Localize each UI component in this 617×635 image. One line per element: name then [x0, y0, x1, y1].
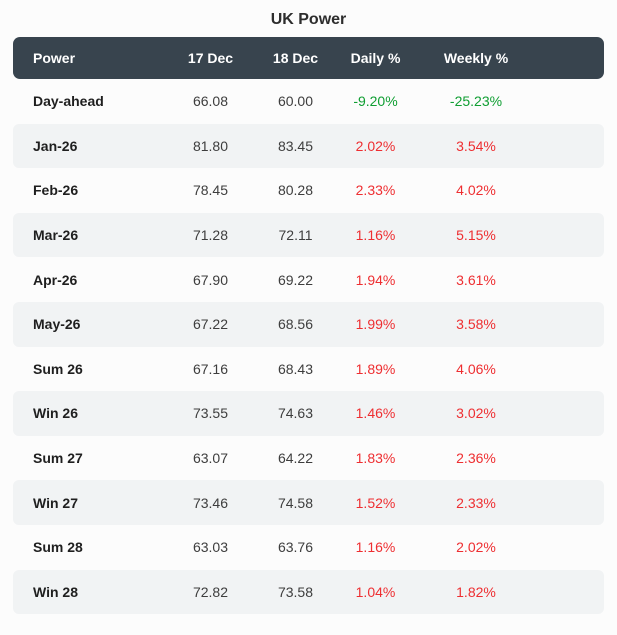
value-17dec: 81.80: [163, 123, 258, 169]
row-label: Jan-26: [13, 123, 163, 169]
daily-pct: 1.99%: [333, 301, 418, 347]
row-label: Feb-26: [33, 182, 79, 199]
weekly-pct: 2.33%: [418, 480, 604, 525]
weekly-pct: 2.36%: [456, 450, 496, 467]
weekly-pct: 1.82%: [418, 569, 604, 615]
weekly-pct: 2.02%: [456, 539, 496, 556]
value-18dec: 69.22: [277, 271, 314, 288]
weekly-pct: 4.02%: [456, 182, 496, 199]
weekly-pct: -25.23%: [449, 93, 503, 110]
daily-pct: 2.33%: [355, 182, 396, 199]
row-label: Mar-26: [13, 212, 163, 258]
value-17dec: 71.28: [163, 212, 258, 258]
table-row-day-ahead: Day-ahead 66.08 60.00 -9.20% -25.23%: [13, 79, 604, 124]
table-row-win-28: Win 28 72.82 73.58 1.04% 1.82%: [13, 569, 604, 615]
value-18dec: 68.43: [277, 360, 314, 377]
daily-pct: 2.02%: [333, 123, 418, 169]
value-17dec: 67.16: [192, 360, 229, 377]
table-row-mar-26: Mar-26 71.28 72.11 1.16% 5.15%: [13, 212, 604, 258]
value-18dec: 72.11: [258, 212, 333, 258]
value-18dec: 63.76: [277, 539, 314, 556]
value-18dec: 74.58: [258, 480, 333, 525]
value-17dec: 73.46: [163, 480, 258, 525]
value-18dec: 74.63: [258, 391, 333, 436]
page-title: UK Power: [270, 11, 347, 28]
row-label: Sum 28: [33, 539, 83, 556]
col-header-daily-pct: Daily %: [333, 37, 418, 79]
weekly-pct: 3.02%: [418, 391, 604, 436]
value-17dec: 66.08: [192, 93, 229, 110]
table-row-win-26: Win 26 73.55 74.63 1.46% 3.02%: [13, 391, 604, 436]
power-table-container: Power 17 Dec 18 Dec Daily % Weekly % Day…: [13, 37, 604, 615]
value-18dec: 80.28: [277, 182, 314, 199]
value-17dec: 63.07: [192, 450, 229, 467]
weekly-pct: 4.06%: [456, 360, 496, 377]
value-18dec: 60.00: [277, 93, 314, 110]
value-17dec: 67.22: [163, 301, 258, 347]
value-17dec: 78.45: [192, 182, 229, 199]
value-17dec: 67.90: [192, 271, 229, 288]
daily-pct: 1.52%: [333, 480, 418, 525]
daily-pct: 1.83%: [355, 450, 396, 467]
daily-pct: 1.46%: [333, 391, 418, 436]
daily-pct: -9.20%: [353, 93, 398, 110]
weekly-pct: 3.54%: [418, 123, 604, 169]
col-header-17dec: 17 Dec: [163, 37, 258, 79]
row-label: May-26: [13, 301, 163, 347]
table-row-jan-26: Jan-26 81.80 83.45 2.02% 3.54%: [13, 123, 604, 169]
col-header-weekly-pct: Weekly %: [418, 37, 604, 79]
table-row-may-26: May-26 67.22 68.56 1.99% 3.58%: [13, 301, 604, 347]
value-18dec: 73.58: [258, 569, 333, 615]
row-label: Day-ahead: [33, 93, 104, 110]
table-row-apr-26: Apr-26 67.90 69.22 1.94% 3.61%: [13, 257, 604, 302]
value-17dec: 63.03: [192, 539, 229, 556]
daily-pct: 1.04%: [333, 569, 418, 615]
table-row-win-27: Win 27 73.46 74.58 1.52% 2.33%: [13, 480, 604, 525]
value-17dec: 72.82: [163, 569, 258, 615]
row-label: Sum 26: [33, 360, 83, 377]
power-table: Power 17 Dec 18 Dec Daily % Weekly % Day…: [13, 37, 604, 615]
daily-pct: 1.89%: [355, 360, 396, 377]
value-17dec: 73.55: [163, 391, 258, 436]
daily-pct: 1.16%: [355, 539, 396, 556]
row-label: Sum 27: [33, 450, 83, 467]
value-18dec: 64.22: [277, 450, 314, 467]
table-row-feb-26: Feb-26 78.45 80.28 2.33% 4.02%: [13, 168, 604, 213]
col-header-18dec: 18 Dec: [258, 37, 333, 79]
row-label: Win 27: [13, 480, 163, 525]
weekly-pct: 5.15%: [418, 212, 604, 258]
weekly-pct: 3.58%: [418, 301, 604, 347]
value-18dec: 83.45: [258, 123, 333, 169]
table-header-row: Power 17 Dec 18 Dec Daily % Weekly %: [13, 37, 604, 79]
table-row-sum-28: Sum 28 63.03 63.76 1.16% 2.02%: [13, 525, 604, 570]
row-label: Win 28: [13, 569, 163, 615]
table-row-sum-27: Sum 27 63.07 64.22 1.83% 2.36%: [13, 436, 604, 481]
value-18dec: 68.56: [258, 301, 333, 347]
row-label: Win 26: [13, 391, 163, 436]
row-label: Apr-26: [33, 271, 78, 288]
col-header-power: Power: [13, 37, 163, 79]
daily-pct: 1.16%: [333, 212, 418, 258]
weekly-pct: 3.61%: [456, 271, 496, 288]
daily-pct: 1.94%: [355, 271, 396, 288]
table-row-sum-26: Sum 26 67.16 68.43 1.89% 4.06%: [13, 347, 604, 392]
